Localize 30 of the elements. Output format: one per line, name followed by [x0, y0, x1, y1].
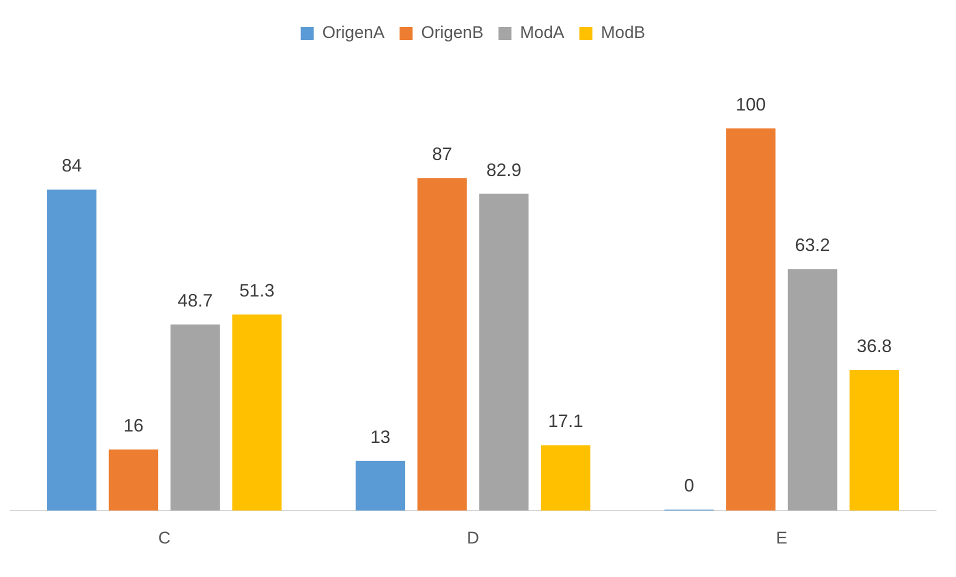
x-tick-label: E — [776, 528, 788, 548]
data-label: 87 — [432, 144, 452, 164]
bar — [850, 370, 899, 511]
legend-label: OrigenB — [421, 23, 484, 42]
bar — [726, 128, 776, 511]
bar — [540, 445, 590, 511]
data-label: 36.8 — [856, 336, 892, 356]
data-label: 84 — [62, 156, 82, 176]
data-label: 48.7 — [178, 290, 213, 310]
bar — [356, 460, 406, 511]
bar — [232, 314, 282, 511]
data-label: 100 — [736, 94, 766, 114]
data-label: 13 — [370, 426, 390, 447]
data-label: 63.2 — [795, 235, 830, 256]
data-label: 82.9 — [486, 160, 522, 180]
bar — [417, 178, 467, 511]
bar — [479, 194, 529, 511]
bar — [108, 449, 158, 511]
bar — [788, 269, 838, 511]
bar — [170, 324, 220, 511]
legend-label: ModA — [520, 23, 566, 42]
x-tick-label: C — [158, 528, 170, 548]
legend-label: OrigenA — [322, 23, 386, 42]
legend-label: ModB — [600, 23, 646, 42]
data-label: 16 — [123, 415, 144, 436]
data-label: 51.3 — [239, 280, 274, 301]
data-label: 17.1 — [548, 411, 584, 432]
x-tick-label: D — [466, 528, 480, 548]
data-label: 0 — [684, 476, 694, 496]
bar — [47, 190, 96, 511]
